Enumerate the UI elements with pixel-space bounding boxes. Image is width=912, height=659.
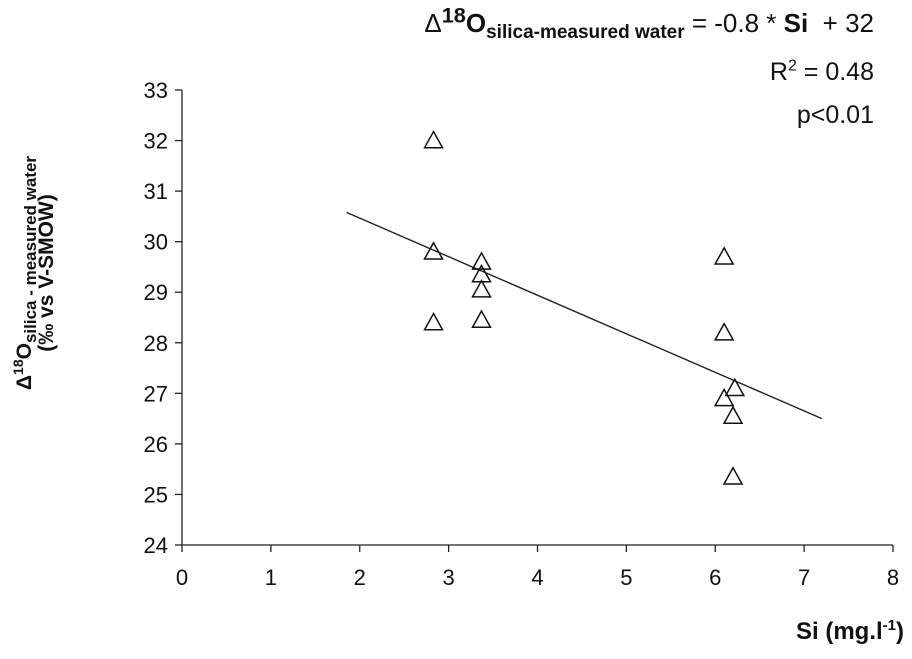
- eq-sub: silica-measured water: [486, 22, 685, 44]
- eq-sup: 18: [441, 2, 466, 28]
- data-point-triangle: [722, 405, 744, 425]
- tick-labels: 24 25 26 27 28 29 30 31 32 33 0 1 2 3 4 5 6 7 8: [144, 78, 900, 590]
- ylabel-line2: (‰ vs V-SMOW): [35, 194, 59, 352]
- x-tick-label: 2: [354, 565, 366, 590]
- xlabel-end: ): [896, 618, 904, 645]
- r-squared: R2 = 0.48: [770, 58, 874, 87]
- data-point-triangle: [471, 309, 492, 328]
- data-point-triangle: [423, 130, 444, 149]
- ylabel-o: O: [13, 343, 36, 360]
- y-tick-label: 27: [144, 381, 168, 406]
- y-tick-label: 28: [144, 331, 168, 356]
- axes: [175, 89, 894, 552]
- data-point-triangle: [713, 387, 735, 407]
- x-tick-label: 4: [531, 565, 543, 590]
- y-tick-label: 29: [144, 280, 168, 305]
- data-point-triangle: [724, 377, 746, 397]
- x-tick-label: 7: [798, 565, 810, 590]
- x-tick-label: 3: [443, 565, 455, 590]
- p-value: p<0.01: [796, 101, 874, 129]
- eq-si: Si: [783, 8, 809, 38]
- ylabel-delta: Δ: [13, 374, 36, 391]
- data-point-triangle: [713, 322, 735, 341]
- data-point-triangle: [471, 279, 492, 298]
- x-tick-label: 0: [176, 565, 188, 590]
- y-tick-label: 26: [144, 432, 168, 457]
- y-tick-label: 31: [144, 179, 168, 204]
- x-tick-label: 5: [620, 565, 632, 590]
- trendline: [346, 211, 823, 420]
- x-tick-label: 1: [265, 565, 277, 590]
- ylabel-line1: Δ18Osilica - measured water: [10, 58, 40, 488]
- r2-r: R: [769, 58, 788, 86]
- regression-equation: Δ18Osilica-measured water = -0.8 * Si + …: [424, 4, 874, 42]
- data-points: [423, 130, 746, 485]
- y-tick-label: 24: [144, 533, 168, 558]
- r2-sup: 2: [787, 57, 797, 75]
- r2-rest: = 0.48: [796, 58, 874, 86]
- data-point-triangle: [423, 312, 444, 331]
- y-axis-label: Δ18Osilica - measured water (‰ vs V-SMOW…: [10, 58, 59, 488]
- eq-o: O: [465, 8, 487, 38]
- data-point-triangle: [471, 251, 492, 270]
- eq-rest2: + 32: [808, 8, 874, 38]
- y-tick-label: 33: [144, 78, 168, 103]
- x-tick-label: 6: [709, 565, 721, 590]
- xlabel-sup: -1: [882, 617, 896, 634]
- y-tick-label: 32: [144, 129, 168, 154]
- y-tick-label: 30: [144, 230, 168, 255]
- ylabel-sup: 18: [10, 359, 26, 375]
- y-tick-label: 25: [144, 482, 168, 507]
- xlabel-main: Si (mg.l: [795, 618, 883, 645]
- data-point-triangle: [423, 241, 444, 260]
- data-point-triangle: [722, 466, 744, 485]
- x-tick-label: 8: [887, 565, 899, 590]
- data-point-triangle: [713, 246, 735, 265]
- eq-delta: Δ: [424, 8, 442, 38]
- eq-rest1: = -0.8 *: [684, 8, 784, 38]
- x-axis-label: Si (mg.l-1): [796, 618, 904, 646]
